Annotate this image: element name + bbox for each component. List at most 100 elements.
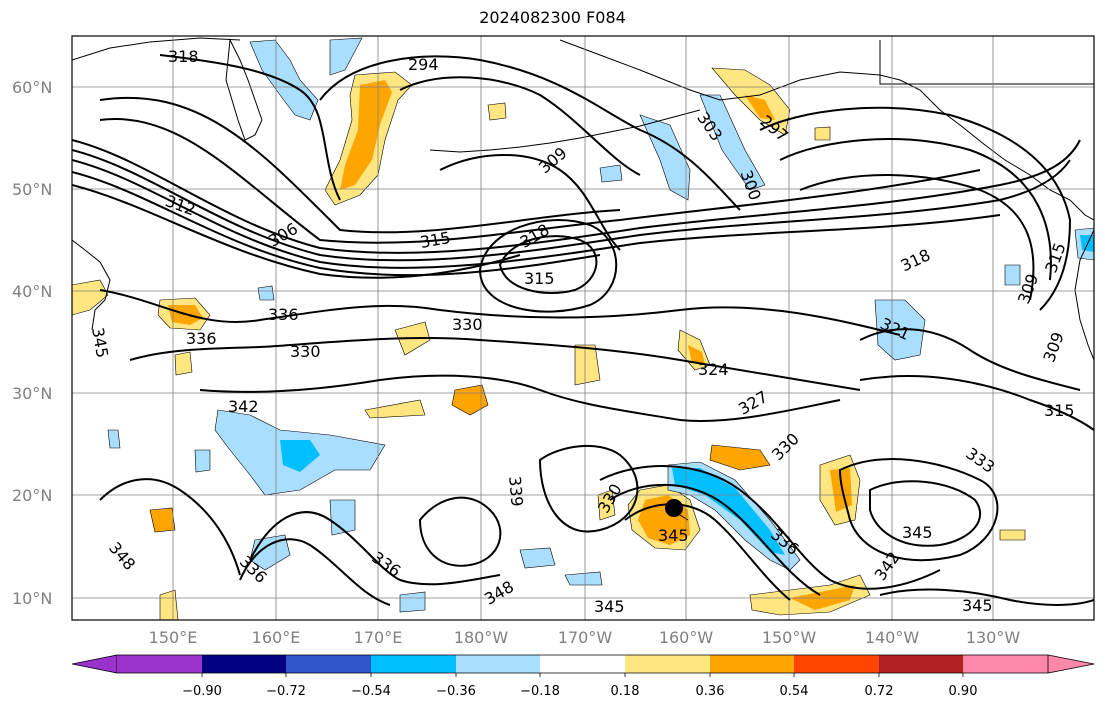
lon-label: 150°W [762,628,817,647]
coastlines [72,37,1094,521]
contour-label: 324 [698,360,729,379]
colorbar-segment [456,655,540,673]
lon-label: 160°W [659,628,714,647]
shade-negative [329,37,363,76]
lon-label: 130°W [966,628,1021,647]
colorbar-tick-label: −0.36 [436,684,476,699]
shade-positive [709,444,771,471]
shade-positive [597,489,616,521]
shade-negative [249,39,319,121]
border-canada [879,40,1094,85]
contour-line [199,374,841,422]
coastline-siberia [72,37,241,61]
contour-line [418,496,502,567]
contour-label: 330 [290,342,321,361]
colorbar-segment [540,655,625,673]
lon-label: 180°W [454,628,509,647]
shade-positive [745,95,775,120]
colorbar-segment [710,655,794,673]
contour-line [799,174,1035,301]
shade-negative [1004,264,1021,286]
shade-positive [790,585,855,610]
contour-line [478,219,618,313]
contour-label: 318 [168,47,199,66]
contour-line [99,96,621,234]
longitude-labels: 150°E 160°E 170°E 180°W 170°W 160°W 150°… [149,628,1021,647]
contour-line [609,483,821,596]
shade-negative [564,571,603,586]
colorbar-segment [202,655,286,673]
shade-negative [257,285,275,301]
colorbar-segment [117,655,202,673]
contour-line [624,503,791,601]
contour-line [439,154,621,251]
lon-label: 170°E [354,628,403,647]
shade-positive [364,399,426,419]
coastline-alaska [559,39,1094,221]
contour-line [72,159,1001,269]
shade-positive [174,351,193,376]
coastline-westcoast [1074,229,1094,361]
contour-line [859,328,1081,391]
colorbar-tick-label: −0.72 [266,684,306,699]
contour-line [129,336,861,391]
lon-label: 160°E [252,628,301,647]
colorbar: −0.90 −0.72 −0.54 −0.36 −0.18 0.18 0.36 … [71,654,1095,699]
colorbar-segment [625,655,710,673]
shade-positive [574,344,601,386]
lat-label: 50°N [12,180,52,199]
contour-line [869,480,981,547]
contour-line [99,478,241,576]
colorbar-segment [371,655,456,673]
contour-line [399,76,641,176]
contour-label: 336 [186,329,217,348]
colorbar-tick-label: −0.90 [182,684,222,699]
lat-label: 20°N [12,486,52,505]
colorbar-tick-label: −0.18 [520,684,560,699]
contour-line [759,106,1072,311]
map-title: 2024082300 F084 [479,8,626,27]
colorbar-segment [879,655,963,673]
map-frame [71,35,1095,621]
shade-negative [280,440,320,472]
contour-line [319,55,741,211]
colorbar-segment [286,655,371,673]
colorbar-tick-label: 0.18 [611,684,640,699]
shade-negative [672,468,785,555]
contour-line [72,139,1081,254]
contour-label: 294 [408,55,439,74]
lon-label: 150°E [149,628,198,647]
contour-label: 345 [902,523,933,542]
contour-labels: 318 294 309 303 297 300 312 306 315 318 … [88,47,1075,616]
lon-label: 170°W [558,628,613,647]
contour-line [99,118,981,244]
lat-label: 10°N [12,589,52,608]
contour-label: 345 [658,526,689,545]
contour-label: 342 [228,397,259,416]
shade-positive [159,589,179,620]
contour-label: 345 [594,597,625,616]
shade-negative [699,94,766,191]
latitude-labels: 60°N 50°N 40°N 30°N 20°N 10°N [12,78,52,608]
lat-label: 60°N [12,78,52,97]
colorbar-tick-label: 0.90 [949,684,978,699]
shade-positive [451,384,489,416]
shade-positive [814,126,831,141]
map-background [72,36,1094,620]
contour-line [599,465,941,590]
contour-line [498,235,598,294]
contour-label: 345 [962,596,993,615]
shade-positive [999,529,1026,541]
contours [72,54,1094,606]
contour-line [859,375,1094,431]
shade-negative [399,591,426,613]
colorbar-segment [794,655,879,673]
colorbar-tick-label: 0.54 [780,684,809,699]
contour-label: 339 [505,475,527,507]
shade-negative [519,547,556,569]
shade-negative [194,449,211,473]
contour-label: 315 [1044,401,1075,420]
shade-negative [329,499,356,536]
shade-negative [107,429,121,449]
